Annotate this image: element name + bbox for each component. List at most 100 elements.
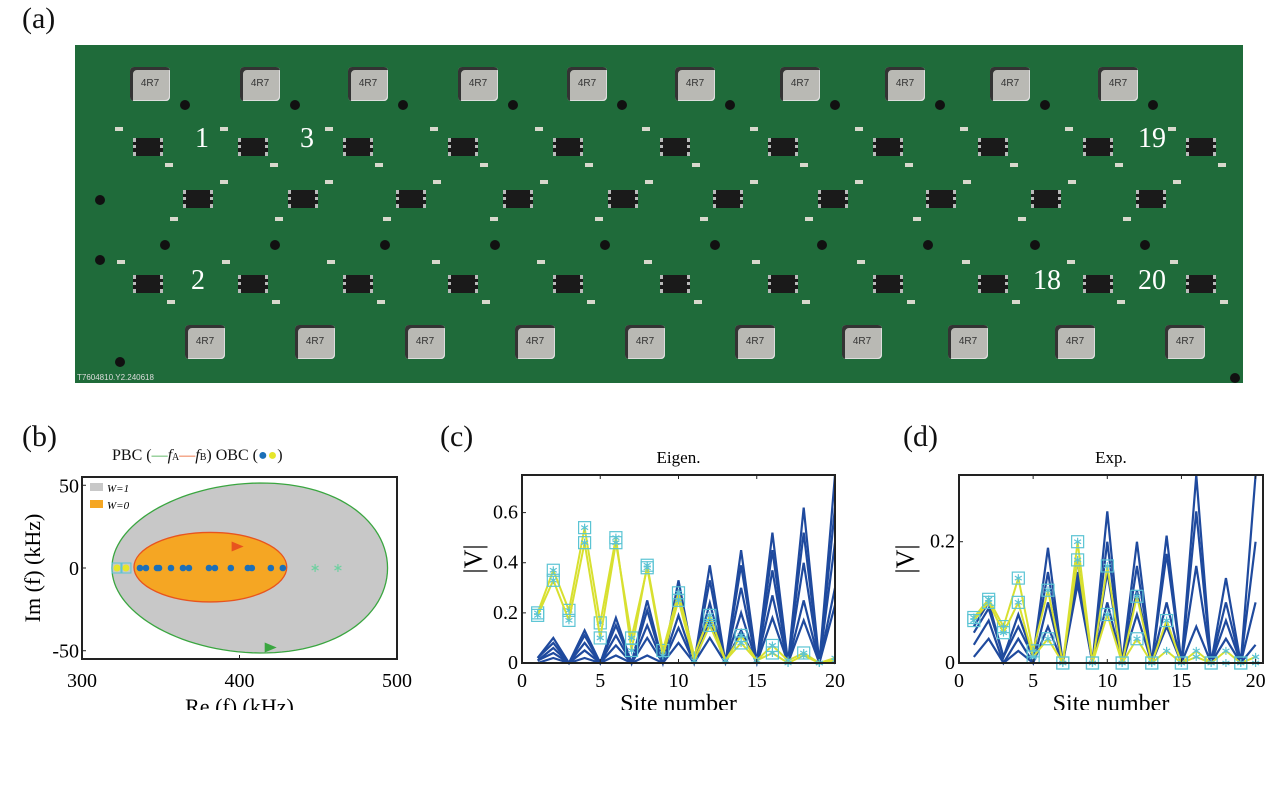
silkscreen-text: T7604810.Y2.240618 [77,373,154,382]
op-amp-chip [713,190,743,208]
marker-star-icon [674,596,683,605]
obc-star-icon [334,564,342,572]
op-amp-chip [818,190,848,208]
arrow-fa [264,642,277,653]
marker-star-icon [1044,634,1052,643]
chart-title: Eigen. [657,448,701,467]
pad [482,300,490,304]
op-amp-chip [343,138,373,156]
pad [585,163,593,167]
inductor: 4R7 [780,67,820,101]
obc-point-blue [155,564,163,572]
pad [644,260,652,264]
site-label-3: 3 [300,123,314,154]
pad [1018,217,1026,221]
y-tick-label: -50 [52,641,79,663]
pad [375,163,383,167]
op-amp-chip [448,275,478,293]
pad [700,217,708,221]
marker-star-icon [999,628,1008,637]
legend-swatch [90,483,103,491]
marker-star-icon [533,611,542,620]
obc-marker-square [120,562,132,574]
op-amp-chip [978,275,1008,293]
marker-star-icon [1073,555,1082,564]
x-tick-label: 500 [382,670,412,692]
inductor: 4R7 [990,67,1030,101]
pad [752,260,760,264]
via [1030,240,1040,250]
via [1040,100,1050,110]
op-amp-chip [553,275,583,293]
via [508,100,518,110]
chart-title: Exp. [1095,448,1127,467]
x-tick-label: 20 [1246,670,1266,692]
pad [962,260,970,264]
chart-d: Exp. 0 5 10 15 20 0 0.2 Site number |V| [891,448,1266,710]
op-amp-chip [288,190,318,208]
obc-point-blue [185,564,193,572]
via [95,195,105,205]
obc-point-blue [279,564,287,572]
marker-star-icon [612,538,620,547]
site-label-18: 18 [1033,265,1061,296]
marker-star-icon [1014,598,1023,607]
marker-square [1041,583,1055,597]
obc-point-blue [227,564,235,572]
marker-square [671,593,686,607]
op-amp-chip [608,190,638,208]
pad [805,217,813,221]
y-axis-label: Im (f) (kHz) [20,514,45,623]
marker-star-icon [706,611,714,620]
marker-square [967,613,981,628]
op-amp-chip [133,138,163,156]
pad [1115,163,1123,167]
via [1148,100,1158,110]
marker-star-icon [659,651,667,660]
x-axis-label: Site number [620,691,737,710]
op-amp-chip [1083,275,1113,293]
y-axis-label: |V| [891,544,920,573]
op-amp-chip [768,138,798,156]
pad [430,127,438,131]
arrow-fb [231,541,244,552]
inductor: 4R7 [675,67,715,101]
marker-star-icon [580,523,589,532]
site-label-2: 2 [191,265,205,296]
obc-point-blue [179,564,187,572]
obc-point-yellow [113,564,121,572]
marker-square [593,631,607,645]
via [817,240,827,250]
blue-series-line [972,511,1257,664]
marker-square [1011,595,1025,609]
via [617,100,627,110]
obc-star-icon [311,564,319,572]
pad [587,300,595,304]
via [725,100,735,110]
op-amp-chip [1031,190,1061,208]
site-label-19: 19 [1138,123,1166,154]
inductor: 4R7 [1165,325,1205,359]
marker-square [996,626,1011,640]
pad [537,260,545,264]
pad [270,163,278,167]
op-amp-chip [660,275,690,293]
x-tick-label: 10 [1097,670,1117,692]
marker-star-icon [565,616,573,625]
y-tick-label: 0.6 [493,502,518,524]
marker-square [765,646,779,660]
chart-b: PBC (—fA—fB) OBC (●●) W=1 W=0 300 400 500 -50 0… [20,447,412,710]
marker-star-icon [627,633,636,642]
inductor: 4R7 [1055,325,1095,359]
marker-star-icon [580,538,589,547]
via [935,100,945,110]
marker-square [578,521,592,535]
marker-star-icon [768,648,777,657]
pbc-obc-header: PBC (—fA—fB) OBC (●●) [112,447,283,464]
plot-frame [521,474,836,664]
pad [1168,127,1176,131]
marker-star-icon [549,576,558,585]
marker-square [546,573,560,587]
marker-square [624,631,639,645]
pad [325,180,333,184]
